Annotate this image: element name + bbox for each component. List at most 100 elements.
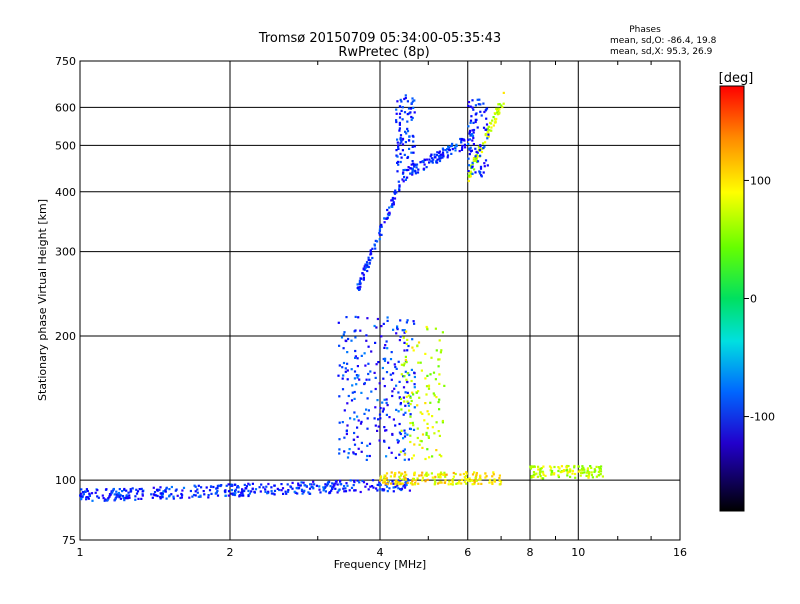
data-point: [468, 132, 471, 135]
data-point: [424, 473, 428, 476]
data-point: [388, 487, 391, 490]
data-point: [405, 483, 408, 486]
data-point: [236, 486, 239, 489]
data-point: [588, 471, 591, 474]
data-point: [461, 146, 464, 149]
data-point: [298, 487, 301, 490]
data-point: [400, 109, 403, 112]
data-point: [474, 479, 477, 482]
data-point: [403, 175, 406, 179]
data-point: [376, 240, 379, 243]
data-point: [395, 332, 398, 335]
data-point: [402, 180, 405, 183]
data-point: [416, 404, 419, 407]
data-point: [409, 427, 412, 431]
data-point: [365, 378, 368, 381]
data-point: [462, 472, 465, 476]
data-point: [141, 494, 144, 497]
data-point: [444, 475, 447, 478]
data-point: [438, 453, 441, 456]
data-point: [438, 373, 441, 376]
data-point: [401, 149, 404, 152]
data-point: [436, 158, 439, 161]
data-point: [296, 492, 299, 495]
data-point: [393, 387, 396, 390]
data-point: [307, 491, 310, 494]
data-point: [397, 410, 400, 413]
data-point: [232, 493, 235, 496]
data-point: [498, 111, 501, 114]
data-point: [549, 469, 552, 472]
data-point: [390, 351, 393, 354]
data-point: [356, 286, 359, 290]
data-point: [90, 492, 94, 495]
data-point: [205, 486, 208, 489]
data-point: [135, 488, 138, 491]
data-point: [580, 467, 584, 470]
data-point: [248, 483, 251, 486]
data-point: [536, 475, 539, 478]
data-point: [378, 439, 381, 442]
data-point: [418, 474, 421, 477]
data-point: [494, 121, 497, 124]
data-point: [408, 409, 411, 412]
data-point: [465, 482, 468, 485]
data-point: [301, 492, 304, 495]
data-point: [493, 480, 497, 483]
data-point: [487, 125, 490, 128]
data-point: [497, 109, 500, 112]
data-point: [416, 345, 419, 348]
data-point: [393, 473, 396, 476]
data-point: [366, 263, 369, 266]
data-point: [324, 485, 327, 488]
data-point: [342, 487, 345, 490]
data-point: [410, 102, 413, 105]
data-point: [441, 147, 444, 150]
data-point: [398, 105, 402, 108]
data-point: [581, 471, 584, 475]
data-point: [362, 267, 365, 270]
data-point: [427, 384, 431, 387]
data-point: [419, 411, 422, 414]
data-point: [338, 395, 341, 398]
data-point: [229, 484, 232, 487]
data-point: [353, 431, 356, 435]
data-point: [216, 494, 220, 497]
data-point: [402, 375, 405, 378]
data-point: [430, 472, 433, 475]
data-point: [399, 450, 402, 453]
data-point: [396, 155, 399, 158]
data-point: [351, 384, 354, 387]
data-point: [377, 418, 380, 421]
data-point: [535, 472, 538, 475]
data-point: [397, 440, 400, 443]
data-point: [467, 170, 470, 173]
data-point: [378, 233, 381, 236]
data-point: [485, 475, 488, 478]
data-point: [494, 112, 497, 115]
data-point: [460, 137, 463, 141]
data-point: [365, 482, 369, 486]
data-point: [396, 138, 399, 141]
data-point: [455, 144, 458, 148]
data-point: [338, 364, 341, 367]
data-point: [375, 487, 378, 490]
data-point: [403, 153, 406, 156]
data-point: [394, 472, 397, 475]
data-point: [336, 483, 339, 486]
data-point: [329, 485, 332, 488]
data-point: [469, 121, 472, 124]
data-point: [360, 391, 363, 394]
data-point: [471, 129, 474, 132]
data-point: [381, 488, 384, 491]
data-point: [360, 420, 363, 423]
data-point: [233, 493, 237, 497]
data-point: [406, 381, 409, 384]
data-point: [353, 443, 357, 446]
data-point: [465, 472, 468, 475]
data-point: [498, 103, 501, 106]
data-point: [404, 477, 407, 480]
data-point: [424, 402, 427, 405]
data-point: [383, 426, 386, 429]
